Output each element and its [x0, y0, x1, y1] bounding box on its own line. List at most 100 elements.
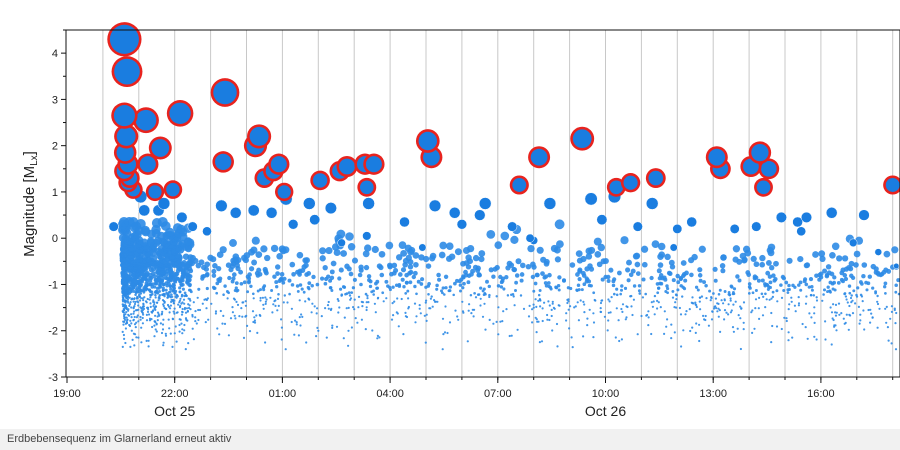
event-point	[247, 272, 252, 277]
event-point	[797, 302, 801, 305]
event-point	[737, 314, 740, 317]
event-point	[883, 281, 888, 286]
event-point	[366, 274, 372, 279]
event-point	[771, 273, 776, 278]
event-point	[538, 341, 542, 344]
event-point-large	[139, 156, 156, 173]
event-point	[329, 269, 335, 275]
event-point	[577, 277, 582, 282]
event-point	[675, 298, 678, 301]
event-point	[379, 272, 385, 278]
event-point	[155, 289, 159, 293]
event-point	[656, 307, 659, 310]
event-point	[834, 314, 838, 317]
event-point	[353, 298, 356, 301]
grid-lines	[102, 30, 894, 377]
event-point	[172, 310, 175, 313]
event-point	[168, 290, 172, 294]
event-point-large	[792, 216, 803, 228]
event-point	[274, 280, 279, 285]
event-point	[694, 303, 697, 306]
event-point	[647, 310, 650, 313]
event-point	[436, 300, 439, 303]
event-point	[824, 320, 827, 323]
event-point-large	[478, 197, 492, 210]
event-point	[222, 314, 225, 317]
event-point	[785, 319, 788, 323]
event-point	[870, 312, 873, 315]
event-point	[418, 304, 421, 307]
event-point	[441, 286, 445, 290]
event-point	[142, 299, 145, 302]
event-point	[740, 307, 743, 310]
event-point	[427, 281, 431, 286]
event-point	[588, 308, 591, 311]
event-point	[347, 329, 350, 332]
event-point	[440, 289, 443, 293]
event-point	[455, 278, 459, 283]
event-point-large	[874, 248, 883, 256]
event-point	[770, 341, 773, 344]
event-point	[557, 288, 561, 292]
event-point	[382, 300, 385, 303]
event-point	[511, 266, 517, 272]
event-point	[147, 288, 152, 292]
event-point	[736, 327, 739, 330]
event-point	[161, 286, 165, 290]
event-point	[270, 244, 279, 253]
event-point	[145, 339, 148, 342]
event-point	[461, 310, 465, 313]
event-point	[279, 276, 284, 281]
event-point	[626, 278, 631, 283]
event-point	[819, 255, 826, 263]
event-point	[461, 286, 465, 290]
event-point-large	[312, 173, 328, 188]
event-point	[787, 308, 790, 311]
event-point	[287, 278, 292, 283]
event-point	[405, 254, 412, 262]
event-point	[187, 303, 190, 306]
event-point	[543, 301, 546, 304]
event-point	[391, 302, 394, 305]
event-point	[252, 320, 255, 324]
event-point	[366, 294, 369, 298]
event-point	[219, 246, 227, 254]
event-point	[550, 314, 553, 318]
event-point	[747, 292, 751, 295]
event-point	[347, 344, 350, 347]
plot-frame	[65, 29, 900, 378]
event-point	[754, 289, 758, 292]
event-point	[187, 306, 191, 310]
event-point	[582, 282, 587, 287]
event-point	[178, 330, 181, 333]
event-point	[810, 316, 813, 319]
event-point	[290, 283, 295, 287]
event-point	[222, 293, 225, 296]
event-point	[885, 321, 888, 324]
event-point	[458, 283, 463, 287]
event-point	[352, 306, 355, 309]
event-point	[762, 295, 765, 298]
event-point	[204, 321, 207, 324]
event-point	[810, 288, 814, 292]
event-point	[141, 322, 144, 325]
event-point	[594, 251, 602, 258]
event-point	[123, 318, 127, 321]
event-point	[194, 320, 197, 323]
event-point	[144, 300, 148, 303]
event-point	[288, 292, 291, 296]
event-point	[790, 296, 793, 299]
event-point	[218, 276, 223, 281]
event-point	[478, 255, 485, 263]
event-point	[136, 314, 139, 317]
event-point	[583, 303, 586, 306]
event-point-large	[148, 185, 162, 199]
event-point	[775, 289, 779, 293]
event-point	[133, 297, 136, 300]
event-point	[732, 291, 735, 294]
event-point	[170, 300, 173, 303]
event-point	[335, 325, 339, 328]
event-point	[864, 280, 868, 285]
event-point	[482, 287, 486, 291]
